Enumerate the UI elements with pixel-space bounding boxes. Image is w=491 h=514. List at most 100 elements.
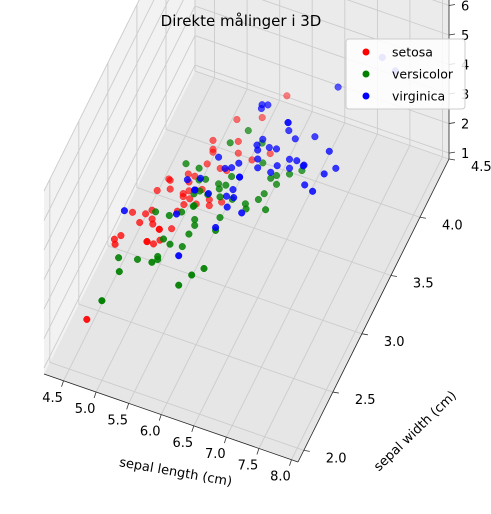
data-point-versicolor [285,170,294,178]
data-point-setosa [111,240,119,248]
data-point-versicolor [190,202,198,210]
data-point-versicolor [133,255,142,263]
data-point-virginica [285,164,294,172]
data-point-virginica [272,145,281,153]
data-point-virginica [259,135,267,143]
data-point-setosa [155,225,163,233]
legend-marker-versicolor [362,70,370,78]
data-point-versicolor [175,281,183,289]
data-point-virginica [285,127,293,135]
data-point-virginica [238,209,246,217]
data-point-setosa [168,225,176,233]
data-point-setosa [153,186,161,195]
y-tick-label: 3.5 [413,277,434,292]
legend-entry-setosa: setosa [362,45,433,60]
data-point-virginica [212,223,220,232]
data-point-virginica [236,173,244,181]
z-tick-label: 5 [461,29,469,44]
data-point-versicolor [165,211,173,220]
data-point-versicolor [226,139,234,147]
y-axis-label: sepal width (cm) [371,388,460,474]
y-tick [419,216,427,219]
data-point-versicolor [222,181,230,189]
data-point-virginica [273,162,281,170]
x-tick-label: 8.0 [270,470,291,485]
y-tick [448,158,456,161]
data-point-virginica [229,186,237,194]
data-point-versicolor [272,180,281,188]
data-point-setosa [166,176,174,184]
data-point-virginica [285,155,294,163]
data-point-versicolor [115,254,123,262]
data-point-virginica [258,101,266,109]
data-point-setosa [186,195,194,203]
data-point-virginica [254,164,262,172]
y-tick [390,275,397,277]
data-point-versicolor [216,193,224,201]
legend-label-setosa: setosa [392,45,433,60]
data-point-versicolor [188,271,196,279]
data-point-versicolor [200,264,208,273]
data-point-virginica [265,143,273,152]
data-point-versicolor [195,164,203,172]
x-tick [191,425,195,433]
y-tick [332,391,339,394]
x-tick-label: 7.5 [238,458,259,473]
data-point-versicolor [154,255,162,264]
data-point-setosa [149,220,157,228]
data-point-versicolor [191,215,199,224]
legend-marker-virginica [362,92,370,100]
data-point-virginica [309,187,317,195]
x-tick [223,437,227,444]
data-point-versicolor [166,240,174,248]
x-tick [289,459,292,466]
data-point-versicolor [115,268,123,276]
y-tick-label: 2.0 [326,451,347,466]
data-point-virginica [332,164,340,172]
data-point-setosa [136,218,144,227]
data-point-versicolor [244,127,252,135]
data-point-virginica [300,161,308,169]
data-point-virginica [183,176,191,184]
data-point-virginica [254,155,262,163]
data-point-virginica [215,153,223,161]
data-point-versicolor [272,171,281,180]
data-point-versicolor [267,174,275,182]
data-point-versicolor [242,205,250,213]
data-point-virginica [223,203,231,211]
x-tick-label: 6.5 [172,436,193,451]
x-tick-label: 7.0 [205,447,226,462]
data-point-virginica [325,147,333,155]
z-tick [448,4,456,6]
data-point-setosa [234,149,242,157]
legend-frame [345,38,466,110]
data-point-setosa [142,210,150,218]
chart-title: Direkte målinger i 3D [161,12,322,30]
z-tick-label: 6 [461,0,469,15]
data-point-versicolor [215,185,223,193]
gridline-y [107,62,363,335]
data-point-versicolor [262,206,270,214]
data-point-setosa [128,208,137,216]
data-point-versicolor [254,195,262,204]
data-point-setosa [179,190,187,198]
data-point-setosa [203,160,211,168]
data-point-virginica [235,159,243,167]
gridline-y [49,179,304,451]
data-point-setosa [205,202,213,210]
legend: setosa versicolor virginica [345,38,466,110]
data-point-versicolor [182,160,190,168]
legend-label-virginica: virginica [392,89,445,104]
x-axis-line [43,373,299,463]
gridline-y [78,121,333,393]
legend-label-versicolor: versicolor [392,67,454,82]
data-point-virginica [334,83,342,91]
data-point-setosa [266,150,274,158]
x-tick [93,391,97,399]
data-point-virginica [175,252,183,260]
z-tick [448,33,456,36]
legend-entry-versicolor: versicolor [362,67,454,82]
data-point-setosa [83,315,91,323]
data-point-virginica [120,207,128,215]
z-tick [448,151,456,154]
